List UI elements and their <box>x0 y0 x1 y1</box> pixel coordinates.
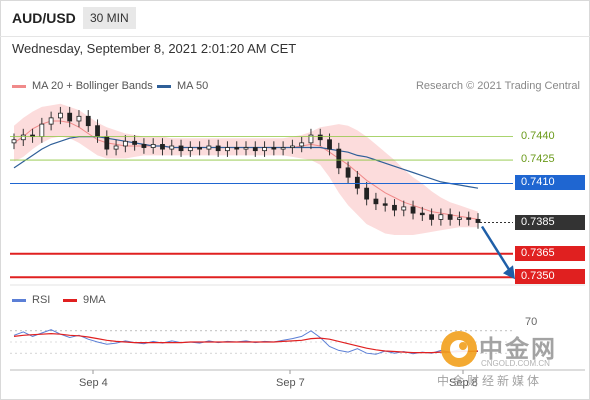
candle-body <box>20 134 26 141</box>
forecast-arrow-shaft <box>480 225 514 275</box>
currency-pair: AUD/USD <box>12 10 76 26</box>
candle-body <box>104 136 110 150</box>
rsi-ma-label: 9MA <box>83 294 106 306</box>
legend-rsi: RSI <box>12 294 50 306</box>
ma50-swatch <box>157 84 171 88</box>
candle-body <box>48 117 54 125</box>
candle-body <box>419 212 425 216</box>
candle-body <box>150 144 156 148</box>
candle-body <box>438 214 444 220</box>
candle-body <box>11 139 17 144</box>
timeframe-badge[interactable]: 30 MIN <box>83 7 136 29</box>
x-tick-sep4: Sep 4 <box>79 377 108 389</box>
bollinger-band-area <box>14 103 478 235</box>
legend-rsi-ma: 9MA <box>63 294 106 306</box>
candle-body <box>67 112 73 122</box>
rsi-ma-line <box>13 332 479 354</box>
candle-body <box>122 140 128 147</box>
candle-body <box>327 139 332 150</box>
candle-body <box>336 148 342 169</box>
candle-body <box>410 206 416 214</box>
candle-body <box>429 214 435 220</box>
forecast-arrowhead-icon <box>503 265 515 280</box>
candle-body <box>317 134 323 141</box>
watermark-en: CNGOLD.COM.CN <box>481 359 550 368</box>
level-label-support: 0.7350 <box>515 269 585 285</box>
candle-body <box>243 147 249 150</box>
candle-body <box>308 134 314 144</box>
watermark-logo-icon <box>441 331 477 367</box>
candle-body <box>178 145 184 152</box>
legend-ma20: MA 20 + Bollinger Bands <box>12 80 153 92</box>
candle-body <box>141 144 147 148</box>
candle-body <box>345 167 351 178</box>
candle-body <box>364 187 370 200</box>
candle-body <box>113 145 119 150</box>
candle-body <box>234 147 240 150</box>
candle-body <box>475 218 481 223</box>
candle-body <box>39 123 45 138</box>
candle-body <box>160 144 165 150</box>
ma50-label: MA 50 <box>177 80 209 92</box>
x-tick-sep8: Sep 8 <box>449 377 478 389</box>
candle-body <box>373 198 379 205</box>
candle-body <box>392 204 397 211</box>
legend-ma50: MA 50 <box>157 80 208 92</box>
candle-body <box>58 112 63 119</box>
candle-body <box>289 145 295 148</box>
watermark: 中金网 CNGOLD.COM.CN 中金财经新媒体 <box>437 325 587 388</box>
x-tick-sep7: Sep 7 <box>276 377 305 389</box>
candle-body <box>299 142 305 147</box>
candle-body <box>457 217 462 220</box>
candle-body <box>85 115 91 127</box>
candle-body <box>95 125 100 138</box>
candle-body <box>262 147 267 152</box>
ma20-swatch <box>12 84 26 88</box>
level-label-resistance: 0.7425 <box>521 153 555 166</box>
candle-body <box>132 140 138 145</box>
level-label-pivot: 0.7410 <box>515 175 585 191</box>
watermark-sub: 中金财经新媒体 <box>437 374 543 388</box>
rsi-ma-swatch <box>63 298 77 302</box>
candle-body <box>447 214 453 220</box>
candle-body <box>354 176 360 189</box>
candle-body <box>225 147 230 152</box>
candle-body <box>197 147 203 150</box>
candle-body <box>76 115 82 122</box>
watermark-cn: 中金网 <box>479 336 557 363</box>
rsi-level-label: 70 <box>525 316 538 328</box>
level-label-resistance: 0.7440 <box>521 129 555 142</box>
level-label-current: 0.7385 <box>515 214 585 230</box>
candle-body <box>215 145 221 152</box>
candle-body <box>206 145 212 150</box>
ma20-label: MA 20 + Bollinger Bands <box>32 80 153 92</box>
candle-body <box>382 203 388 206</box>
rsi-label: RSI <box>32 294 51 306</box>
candle-body <box>271 147 277 150</box>
chart-datetime: Wednesday, September 8, 2021 2:01:20 AM … <box>12 41 297 56</box>
candle-body <box>169 145 175 150</box>
candle-body <box>252 147 258 152</box>
header-bar: AUD/USD 30 MIN <box>0 0 590 37</box>
candle-body <box>280 147 286 150</box>
level-label-support: 0.7365 <box>515 245 585 261</box>
candle-body <box>466 217 472 220</box>
research-credit: Research © 2021 Trading Central <box>415 80 580 92</box>
rsi-swatch <box>12 298 26 302</box>
candle-body <box>187 147 193 152</box>
candle-body <box>401 206 407 211</box>
